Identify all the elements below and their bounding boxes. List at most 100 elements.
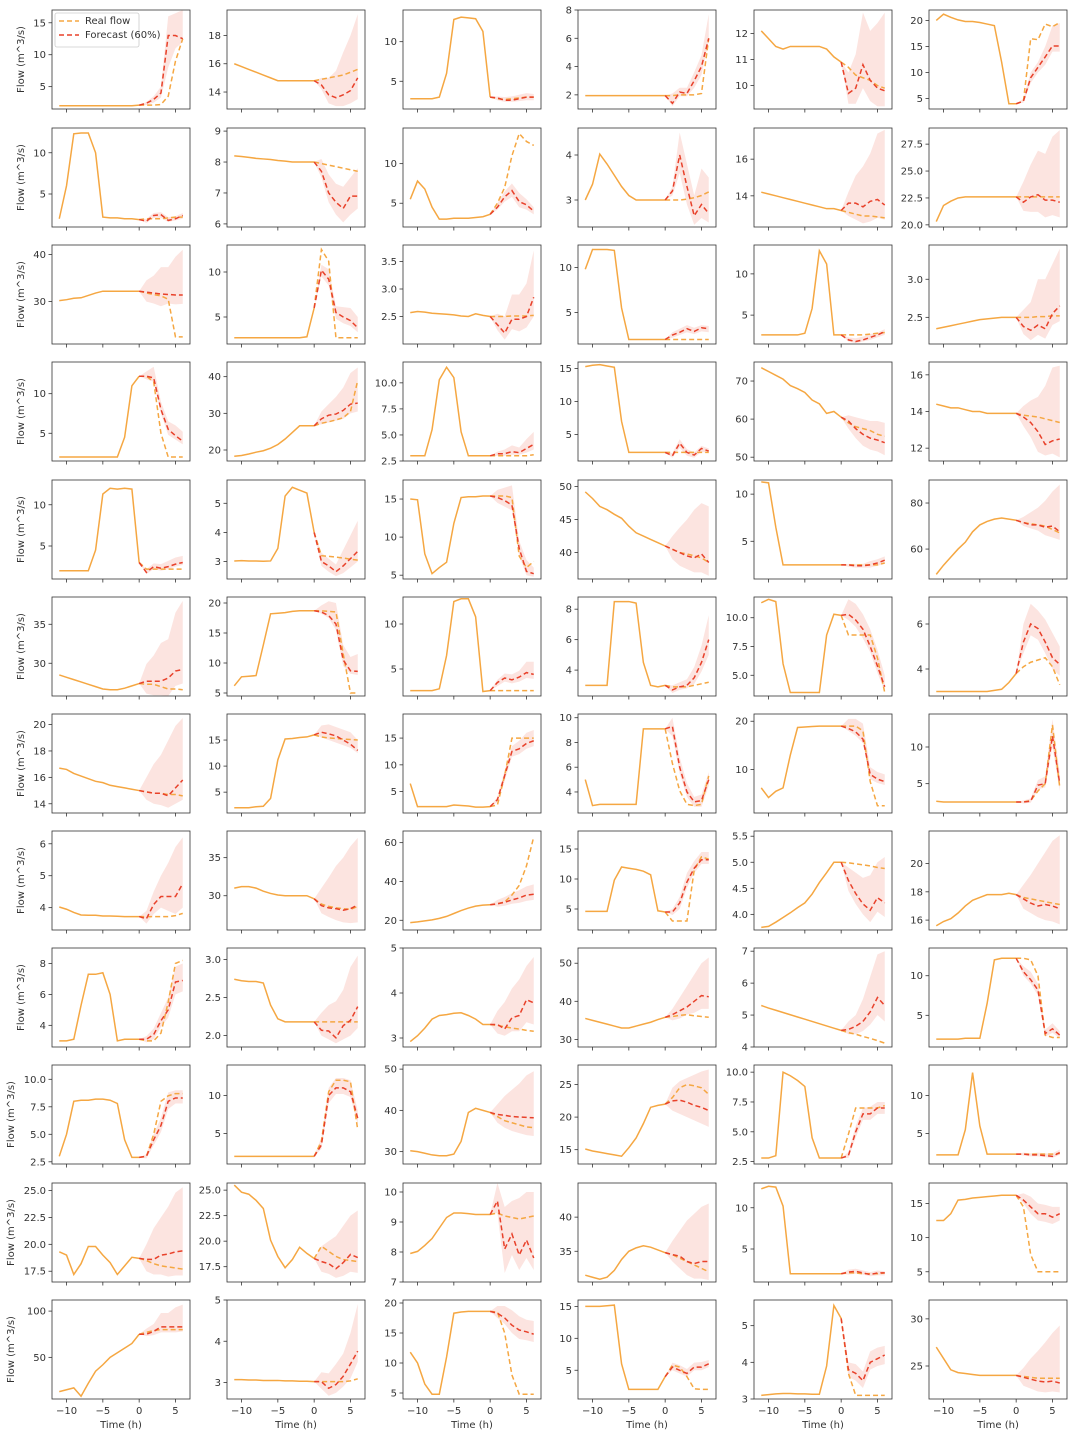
real-flow-line — [665, 681, 709, 688]
history-line — [234, 885, 315, 900]
y-tick-label: 12 — [910, 444, 923, 455]
confidence-band — [490, 957, 534, 1036]
y-tick-label: 5 — [391, 571, 397, 582]
subplot-27: 5 10 15 — [384, 479, 542, 583]
history-line — [409, 783, 491, 808]
forecast-line — [314, 610, 358, 673]
forecast-line — [1015, 893, 1061, 910]
history-line — [410, 1107, 491, 1157]
real-flow-line — [313, 734, 358, 741]
axes-frame — [402, 1182, 542, 1283]
axes-frame — [51, 947, 191, 1048]
history-line — [58, 1245, 140, 1277]
axes-frame — [51, 830, 191, 931]
forecast-line — [840, 61, 885, 95]
confidence-band — [490, 1183, 534, 1273]
axes-frame — [928, 244, 1068, 345]
subplot-44: 30 35 — [208, 830, 366, 934]
y-tick-label: 10 — [735, 81, 748, 92]
real-flow-line — [139, 216, 183, 221]
subplot-49: 4 6 8 Flow (m^3/s) — [16, 947, 191, 1051]
real-flow-line — [840, 615, 886, 693]
subplot-72: −10 −5 0 5 25 30 Time (h) — [910, 1299, 1068, 1431]
x-axis-label: Time (h) — [801, 1420, 844, 1431]
y-tick-label: 4 — [566, 62, 572, 73]
y-tick-label: 18 — [208, 31, 221, 42]
confidence-band — [841, 329, 885, 344]
real-flow-line — [1016, 1152, 1060, 1155]
confidence-band — [139, 717, 183, 808]
y-tick-label: 7.5 — [732, 1097, 748, 1108]
subplot-51: 3 4 5 — [391, 944, 542, 1051]
confidence-band — [841, 1268, 885, 1277]
forecast-line — [313, 1253, 359, 1270]
confidence-band — [490, 1306, 534, 1342]
forecast-line — [840, 198, 886, 212]
y-tick-label: 5 — [40, 429, 46, 440]
confidence-band — [314, 367, 358, 426]
x-tick-label: −10 — [582, 1406, 603, 1417]
y-tick-label: 6 — [40, 990, 46, 1001]
y-tick-label: 5 — [40, 542, 46, 553]
axes-frame — [753, 830, 893, 931]
forecast-line — [313, 1006, 359, 1040]
x-tick-label: −10 — [933, 1406, 954, 1417]
y-tick-label: 20 — [559, 1113, 572, 1124]
y-tick-label: 3 — [566, 196, 572, 207]
x-tick-label: −5 — [446, 1406, 461, 1417]
y-tick-label: 5 — [917, 1267, 923, 1278]
confidence-band — [1016, 1193, 1060, 1224]
y-tick-label: 6 — [40, 839, 46, 850]
axes-frame — [51, 244, 191, 345]
y-tick-label: 40 — [559, 1213, 572, 1224]
history-line — [935, 892, 1017, 927]
x-tick-label: 0 — [136, 1406, 142, 1417]
y-tick-label: 6 — [215, 219, 221, 230]
confidence-band — [139, 837, 183, 924]
forecast-line — [489, 1111, 534, 1119]
y-tick-label: 4 — [917, 665, 923, 676]
axes-frame — [577, 1182, 717, 1283]
confidence-band — [490, 250, 534, 340]
subplot-43: 4 5 6 Flow (m^3/s) — [16, 830, 191, 934]
x-tick-label: 0 — [838, 1406, 844, 1417]
history-line — [935, 517, 1017, 575]
x-axis-label: Time (h) — [274, 1420, 317, 1431]
confidence-band — [841, 857, 885, 923]
axes-frame — [51, 127, 191, 228]
y-tick-label: 7.5 — [381, 404, 397, 415]
y-tick-label: 5 — [917, 94, 923, 105]
axes-frame — [577, 1299, 717, 1400]
subplot-47: 4.0 4.5 5.0 5.5 — [732, 830, 893, 934]
confidence-band — [665, 615, 709, 693]
y-tick-label: 40 — [384, 877, 397, 888]
history-line — [584, 248, 666, 341]
y-tick-label: 2 — [566, 90, 572, 101]
axes-frame — [226, 1064, 366, 1165]
axes-frame — [577, 1064, 717, 1165]
y-tick-label: 5.0 — [732, 1127, 748, 1138]
y-tick-label: 7.5 — [30, 1102, 46, 1113]
subplot-15: 2.5 3.0 3.5 — [381, 244, 542, 348]
y-tick-label: 22.5 — [24, 1213, 46, 1224]
subplot-5: 10 11 12 — [735, 9, 893, 113]
confidence-band — [314, 601, 358, 675]
y-tick-label: 16 — [910, 370, 923, 381]
y-tick-label: 4 — [40, 1021, 46, 1032]
y-tick-label: 40 — [559, 997, 572, 1008]
confidence-band — [139, 1304, 183, 1337]
y-tick-label: 10 — [33, 148, 46, 159]
y-tick-label: 7.5 — [732, 642, 748, 653]
subplot-70: −10 −5 0 5 5 10 15 Time (h) — [559, 1299, 717, 1431]
forecast-line — [138, 561, 183, 574]
x-tick-label: 5 — [874, 1406, 880, 1417]
confidence-band — [1016, 719, 1060, 804]
history-line — [936, 403, 1017, 415]
y-tick-label: 4 — [215, 1337, 221, 1348]
y-tick-label: 5 — [215, 689, 221, 700]
confidence-band — [841, 415, 885, 456]
history-line — [584, 152, 666, 201]
y-tick-label: 10 — [208, 762, 221, 773]
subplot-42: 5 10 — [910, 713, 1068, 817]
axes-frame — [577, 244, 717, 345]
